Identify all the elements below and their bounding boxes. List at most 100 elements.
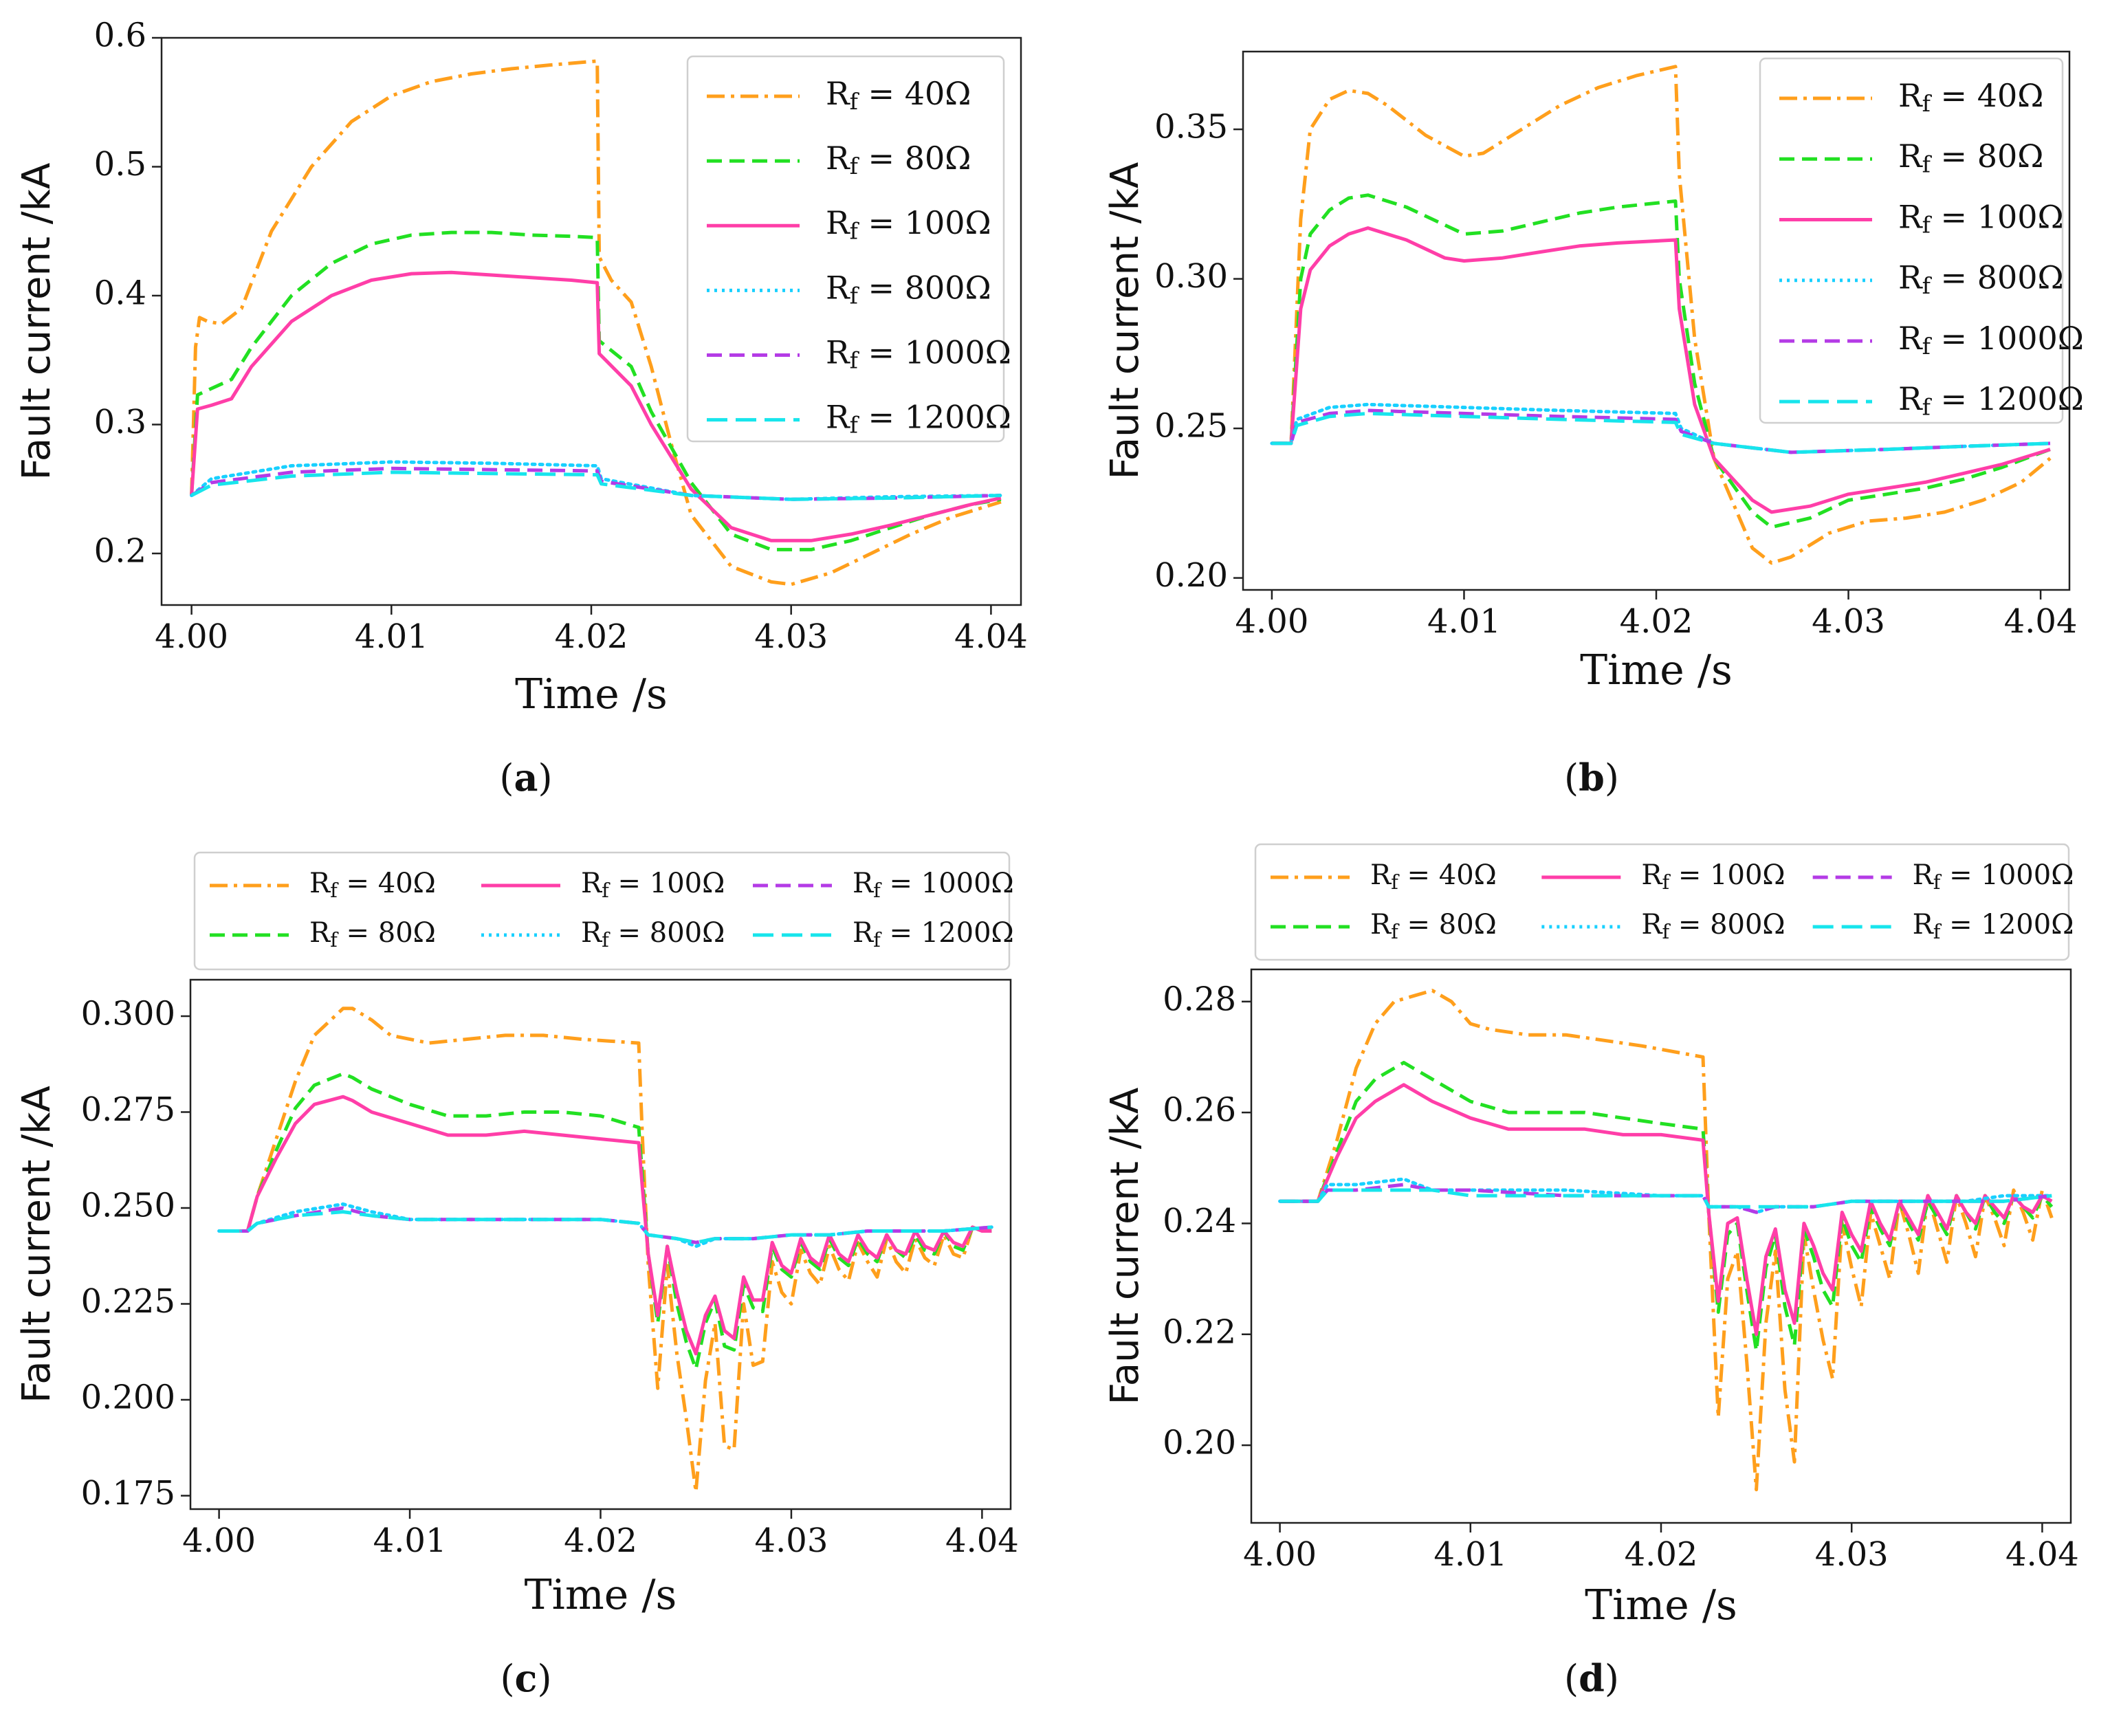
series-line-100ohm [219, 1095, 992, 1356]
legend-label-rest: = 100Ω [609, 868, 725, 899]
y-tick-label: 0.3 [94, 403, 146, 441]
legend-label-main: R [1641, 859, 1663, 891]
chart-panel-c: 4.00 4.01 4.02 4.03 4.04 0.175 0.200 0.225 0.250… [14, 851, 1019, 1700]
legend-label-rest: = 1000Ω [1931, 320, 2084, 357]
legend-label-main: R [1898, 77, 1923, 114]
chart-panel-d: 4.00 4.01 4.02 4.03 4.04 0.20 0.22 0.24 0.26 0.28… [1103, 843, 2079, 1700]
legend-label-subscript: f [1922, 272, 1933, 299]
legend-label-subscript: f [1391, 870, 1400, 893]
x-tick-label: 4.01 [1427, 602, 1501, 641]
legend-label-1-0: Rf = 40Ω [1898, 77, 2043, 117]
legend-label-2-3: Rf = 800Ω [581, 917, 725, 951]
legend-label-main: R [309, 868, 331, 899]
legend-label-2-1: Rf = 80Ω [309, 917, 436, 951]
series-line-40ohm [1279, 989, 2054, 1492]
series-line-40ohm [1271, 65, 2052, 565]
legend-label-2-2: Rf = 100Ω [581, 868, 725, 901]
legend-label-main: R [826, 204, 850, 241]
series-line-100ohm [1279, 1083, 2053, 1337]
legend-label-subscript: f [1922, 151, 1933, 177]
y-tick-label: 0.5 [94, 145, 146, 184]
y-tick-label: 0.20 [1163, 1424, 1236, 1462]
legend-label-0-1: Rf = 80Ω [826, 140, 971, 179]
legend-label-1-4: Rf = 1000Ω [1898, 320, 2084, 360]
caption-paren: ) [537, 1657, 551, 1700]
y-tick-label: 0.6 [94, 17, 146, 55]
legend-label-3-4: Rf = 1000Ω [1913, 859, 2074, 893]
y-tick-label: 0.24 [1163, 1202, 1236, 1240]
x-tick-label: 4.03 [755, 1521, 828, 1560]
legend-label-subscript: f [1922, 333, 1933, 360]
series-line-1200ohm [190, 470, 1001, 501]
caption-letter: c [515, 1656, 538, 1700]
legend-label-main: R [826, 75, 850, 112]
legend-label-rest: = 800Ω [609, 917, 725, 949]
legend-label-subscript: f [330, 927, 339, 951]
x-tick-label: 4.00 [1235, 602, 1308, 641]
legend-label-subscript: f [850, 88, 860, 115]
x-tick-label: 4.01 [1433, 1535, 1507, 1574]
series-line-1000ohm [190, 466, 1001, 501]
legend-label-3-2: Rf = 100Ω [1641, 859, 1785, 893]
legend-label-rest: = 800Ω [858, 269, 991, 306]
y-tick-label: 0.275 [81, 1090, 175, 1129]
legend-label-main: R [1913, 859, 1935, 891]
legend-label-rest: = 100Ω [1669, 859, 1785, 891]
panel-caption: (b) [1564, 756, 1619, 800]
legend-label-main: R [826, 140, 850, 177]
legend-label-rest: = 1200Ω [1931, 380, 2084, 417]
legend-label-rest: = 100Ω [858, 204, 991, 241]
legend-label-main: R [826, 333, 850, 371]
legend-label-subscript: f [1662, 919, 1671, 943]
legend-label-subscript: f [850, 347, 860, 374]
legend-label-main: R [826, 269, 850, 306]
x-tick-label: 4.00 [155, 617, 228, 656]
legend-label-subscript: f [873, 927, 882, 951]
legend-label-subscript: f [1922, 393, 1933, 420]
legend-box [1254, 843, 2070, 961]
y-tick-label: 0.22 [1163, 1312, 1236, 1351]
legend-label-0-2: Rf = 100Ω [826, 204, 991, 244]
legend-label-subscript: f [330, 878, 339, 901]
series-group [1270, 65, 2052, 565]
legend-label-rest: = 800Ω [1931, 259, 2064, 296]
legend-label-rest: = 800Ω [1669, 909, 1785, 941]
legend-label-subscript: f [1662, 870, 1671, 893]
legend-label-subscript: f [1933, 919, 1942, 943]
x-axis-label: Time /s [1580, 646, 1733, 694]
legend-label-main: R [1370, 859, 1392, 891]
legend-label-subscript: f [850, 412, 860, 439]
legend-label-subscript: f [850, 217, 860, 244]
legend-label-main: R [581, 917, 603, 949]
series-line-1200ohm [1279, 1188, 2052, 1209]
x-tick-label: 4.04 [945, 1521, 1019, 1560]
legend-label-2-0: Rf = 40Ω [309, 868, 436, 901]
series-line-800ohm [190, 460, 1003, 501]
legend-label-2-4: Rf = 1000Ω [853, 868, 1014, 901]
x-tick-label: 4.03 [1812, 602, 1885, 641]
series-line-80ohm [190, 230, 1002, 551]
x-tick-label: 4.04 [2004, 602, 2078, 641]
legend-label-1-5: Rf = 1200Ω [1898, 380, 2084, 420]
y-tick-label: 0.20 [1154, 556, 1228, 595]
legend-box [686, 55, 1005, 443]
legend-label-0-4: Rf = 1000Ω [826, 333, 1011, 373]
caption-paren: ( [1564, 1657, 1579, 1700]
caption-letter: a [514, 756, 538, 800]
legend-label-main: R [1898, 259, 1923, 296]
legend-label-rest: = 1000Ω [858, 333, 1011, 371]
panel-caption: (a) [499, 756, 552, 800]
caption-letter: b [1579, 756, 1605, 800]
y-axis-label: Fault current /kA [14, 1086, 59, 1403]
legend-label-subscript: f [1922, 212, 1933, 239]
y-tick-label: 0.225 [81, 1282, 175, 1321]
caption-letter: d [1579, 1656, 1605, 1700]
series-group [190, 59, 1003, 586]
legend-label-0-0: Rf = 40Ω [826, 75, 971, 115]
legend-label-1-3: Rf = 800Ω [1898, 259, 2064, 299]
series-line-80ohm [1271, 193, 2051, 529]
